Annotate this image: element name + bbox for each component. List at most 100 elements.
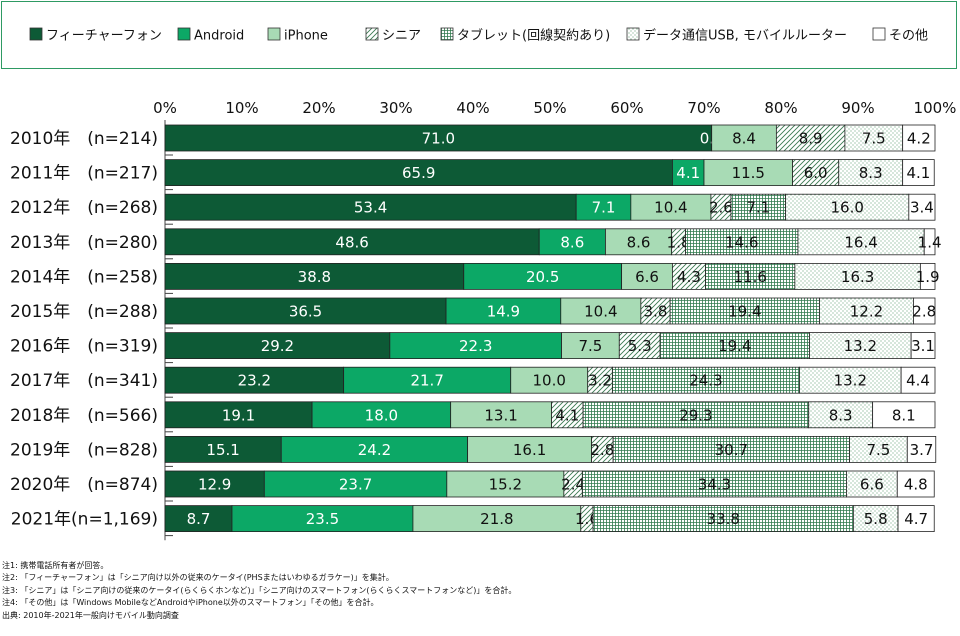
data-label: 53.4 bbox=[354, 199, 387, 217]
footnotes: 注1: 携帯電話所有者が回答。 注2: 「フィーチャーフォン」は「シニア向け以外… bbox=[2, 560, 516, 622]
legend-swatch bbox=[177, 27, 191, 41]
category-label: 2010年 (n=214) bbox=[10, 129, 158, 149]
data-label: 8.6 bbox=[560, 233, 584, 251]
data-label: 19.4 bbox=[718, 337, 751, 355]
bar-segment bbox=[581, 470, 847, 498]
bar-segment bbox=[902, 159, 935, 187]
x-tick-label: 10% bbox=[225, 99, 258, 117]
bar-segment bbox=[611, 366, 800, 394]
x-tick-label: 0% bbox=[153, 99, 177, 117]
bar-segment bbox=[906, 435, 937, 463]
bar-segment bbox=[775, 124, 846, 152]
data-label: 29.2 bbox=[261, 337, 294, 355]
legend-swatch bbox=[267, 27, 281, 41]
bar-segment bbox=[164, 262, 465, 290]
data-label: 5.3 bbox=[628, 337, 652, 355]
bar-segment bbox=[612, 435, 850, 463]
bar-segment bbox=[280, 435, 469, 463]
bar-segment bbox=[897, 505, 935, 533]
x-tick-label: 70% bbox=[687, 99, 720, 117]
bar-segment bbox=[445, 297, 562, 325]
data-label: 7.1 bbox=[592, 199, 616, 217]
bar-segment bbox=[852, 505, 899, 533]
bar-segment bbox=[730, 193, 787, 221]
bar-segment bbox=[799, 366, 902, 394]
data-label: 19.4 bbox=[728, 303, 761, 321]
data-label: 10.0 bbox=[533, 372, 566, 390]
legend: フィーチャーフォン Android iPhone シニア タブレット(回線契約あり) デー… bbox=[29, 27, 928, 44]
data-label: 2.8 bbox=[912, 303, 936, 321]
data-label: 3.2 bbox=[588, 372, 612, 390]
source-note: 出典: 2010年-2021年一般向けモバイル動向調査 bbox=[2, 610, 179, 620]
x-tick-label: 40% bbox=[456, 99, 489, 117]
bar-segment bbox=[592, 505, 854, 533]
bar-segment bbox=[902, 124, 936, 152]
data-label: 2.8 bbox=[590, 441, 614, 459]
x-tick-label: 20% bbox=[302, 99, 335, 117]
legend-swatch bbox=[29, 27, 43, 41]
legend-label: シニア bbox=[382, 29, 421, 44]
data-label: 1.4 bbox=[918, 233, 942, 251]
data-label: 71.0 bbox=[422, 130, 455, 148]
bar-segment bbox=[560, 297, 642, 325]
legend-swatch bbox=[872, 27, 886, 41]
data-label: 12.2 bbox=[850, 303, 883, 321]
legend-swatch bbox=[626, 27, 640, 41]
data-label: 24.3 bbox=[689, 372, 722, 390]
bar-segment bbox=[412, 505, 582, 533]
data-label: 13.1 bbox=[484, 406, 517, 424]
x-tick-label: 30% bbox=[379, 99, 412, 117]
data-label: 4.2 bbox=[907, 130, 931, 148]
bar-segment bbox=[797, 228, 925, 256]
data-label: 1.9 bbox=[916, 268, 940, 286]
data-label: 38.8 bbox=[298, 268, 331, 286]
bar-segment bbox=[669, 297, 820, 325]
bars: 71.00.08.48.97.54.265.94.111.56.08.34.15… bbox=[164, 124, 942, 533]
data-label: 8.9 bbox=[799, 130, 823, 148]
bar-segment bbox=[450, 401, 552, 429]
legend-box bbox=[1, 1, 957, 69]
data-label: 15.1 bbox=[206, 441, 239, 459]
bar-segment bbox=[621, 262, 673, 290]
data-label: 10.4 bbox=[654, 199, 687, 217]
data-label: 20.5 bbox=[526, 268, 559, 286]
bar-segment bbox=[164, 193, 577, 221]
bar-segment bbox=[389, 332, 562, 360]
legend-swatch bbox=[440, 27, 454, 41]
data-label: 6.6 bbox=[635, 268, 659, 286]
x-tick-label: 100% bbox=[914, 99, 957, 117]
bar-segment bbox=[231, 505, 414, 533]
bar-segment bbox=[311, 401, 452, 429]
bar-segment bbox=[819, 297, 914, 325]
data-label: 8.7 bbox=[187, 510, 211, 528]
data-label: 2.4 bbox=[561, 476, 585, 494]
category-label: 2021年(n=1,169) bbox=[11, 510, 158, 530]
data-label: 8.4 bbox=[732, 130, 756, 148]
data-label: 8.3 bbox=[859, 164, 883, 182]
data-label: 11.6 bbox=[733, 268, 766, 286]
x-tick-label: 80% bbox=[764, 99, 797, 117]
category-label: 2017年 (n=341) bbox=[10, 371, 158, 391]
data-label: 23.2 bbox=[238, 372, 271, 390]
bar-segment bbox=[913, 297, 936, 325]
bar-segment bbox=[582, 401, 810, 429]
footnote: 注3: 「シニア」は「シニア向けの従来のケータイ(らくらくホンなど)」「シニア向… bbox=[2, 585, 517, 595]
data-label: 8.1 bbox=[892, 406, 916, 424]
bar-segment bbox=[792, 159, 840, 187]
legend-swatch bbox=[365, 27, 379, 41]
bar-segment bbox=[467, 435, 592, 463]
data-label: 22.3 bbox=[459, 337, 492, 355]
data-label: 16.0 bbox=[831, 199, 864, 217]
category-label: 2018年 (n=566) bbox=[10, 406, 158, 426]
legend-label: タブレット(回線契約あり) bbox=[457, 28, 610, 44]
data-label: 16.1 bbox=[513, 441, 546, 459]
data-label: 14.6 bbox=[725, 233, 758, 251]
bar-segment bbox=[640, 297, 671, 325]
bar-segment bbox=[164, 228, 540, 256]
data-label: 5.8 bbox=[864, 510, 888, 528]
data-label: 8.6 bbox=[627, 233, 651, 251]
bar-segment bbox=[808, 401, 874, 429]
data-label: 6.0 bbox=[804, 164, 828, 182]
legend-label: フィーチャーフォン bbox=[46, 29, 162, 44]
x-axis: 0% 10% 20% 30% 40% 50% 60% 70% 80% 90% 100% bbox=[153, 99, 957, 541]
